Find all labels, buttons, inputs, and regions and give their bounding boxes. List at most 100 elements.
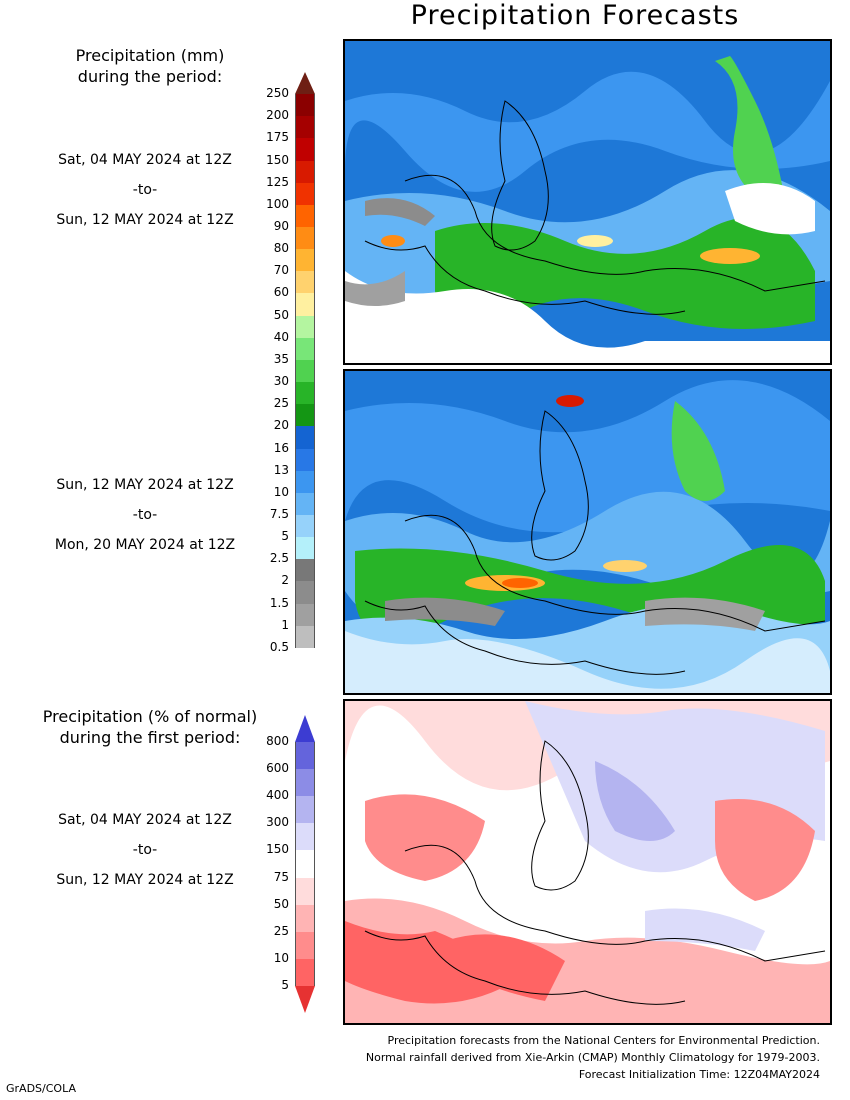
precip-colorbar-tick-label: 70 (273, 263, 289, 278)
precip-colorbar-segment (295, 559, 315, 582)
precip-colorbar-segment (295, 204, 315, 228)
anomaly-colorbar-tick-label: 75 (273, 869, 289, 884)
precip-colorbar-segment (295, 160, 315, 183)
anomaly-colorbar-tick-label: 10 (273, 950, 289, 965)
anomaly-colorbar-segment (295, 931, 315, 959)
precip-colorbar-segment (295, 359, 315, 383)
anomaly-colorbar-segment (295, 715, 315, 743)
precip-colorbar-tick-label: 5 (281, 529, 289, 544)
anomaly-colorbar-segment (295, 877, 315, 905)
precip-legend-heading-line1: Precipitation (mm) (75, 46, 225, 65)
credits-line3: Forecast Initialization Time: 12Z04MAY20… (578, 1068, 820, 1081)
credits-line1: Precipitation forecasts from the Nationa… (387, 1034, 821, 1047)
anomaly-colorbar-tick-label: 25 (273, 923, 289, 938)
period2-start: Sun, 12 MAY 2024 at 12Z (56, 477, 234, 493)
precip-colorbar-tick-label: 150 (266, 152, 289, 167)
precip-colorbar-tick-label: 60 (273, 285, 289, 300)
period1-start: Sat, 04 MAY 2024 at 12Z (58, 152, 232, 168)
precip-colorbar-tick-label: 16 (273, 440, 289, 455)
anomaly-colorbar-segment (295, 742, 315, 770)
precip-colorbar-tick-label: 1 (281, 617, 289, 632)
precip-colorbar-tick-label: 20 (273, 418, 289, 433)
precip-colorbar-tick-label: 25 (273, 396, 289, 411)
precip-colorbar-tick-label: 175 (266, 130, 289, 145)
precip-colorbar-tick-label: 250 (266, 86, 289, 101)
anomaly-colorbar-tick-label: 300 (266, 815, 289, 830)
page-title: Precipitation Forecasts (410, 0, 740, 31)
credits: Precipitation forecasts from the Nationa… (366, 1032, 820, 1083)
precip-colorbar-segment (295, 271, 315, 294)
precip-colorbar-tick-label: 7.5 (269, 506, 289, 521)
precip-colorbar-tick-label: 200 (266, 108, 289, 123)
precip-colorbar-tick-label: 13 (273, 462, 289, 477)
precip-colorbar-tick-label: 30 (273, 374, 289, 389)
precip-colorbar-segment (295, 227, 315, 250)
precip-colorbar-tick-label: 125 (266, 174, 289, 189)
precip-colorbar-tick-label: 80 (273, 241, 289, 256)
precip-colorbar: 250 200 175 150 125 100 90 80 70 60 50 40 35 30 25 20 16… (266, 72, 315, 670)
precip-colorbar-segment (295, 249, 315, 272)
anomaly-colorbar-segment (295, 823, 315, 851)
precip-colorbar-segment (295, 625, 315, 648)
anomaly-colorbar-segment (295, 958, 315, 986)
precip-colorbar-segment (295, 537, 315, 560)
anomaly-legend-heading-line1: Precipitation (% of normal) (42, 707, 258, 726)
period3-to: -to- (132, 842, 158, 858)
precip-colorbar-tick-label: 90 (273, 219, 289, 234)
precip-colorbar-segment (295, 581, 315, 604)
precip-colorbar-tick-label: 0.5 (269, 639, 289, 654)
period2-to: -to- (132, 507, 158, 523)
precip-map-period1-graphic (345, 41, 830, 363)
grads-footer: GrADS/COLA (6, 1082, 76, 1095)
precip-colorbar-segment (295, 138, 315, 161)
anomaly-colorbar: 800 600 400 300 150 75 50 25 10 5 (266, 715, 315, 1013)
anomaly-colorbar-tick-label: 150 (266, 842, 289, 857)
precip-colorbar-segment (295, 514, 315, 538)
anomaly-colorbar-segment (295, 985, 315, 1013)
precip-colorbar-tick-label: 100 (266, 196, 289, 211)
precip-colorbar-segment (295, 647, 315, 670)
period1-to: -to- (132, 182, 158, 198)
precip-colorbar-segment (295, 603, 315, 626)
period3-start: Sat, 04 MAY 2024 at 12Z (58, 812, 232, 828)
precip-anomaly-map-graphic (345, 701, 830, 1023)
precip-colorbar-tick-label: 50 (273, 307, 289, 322)
precip-anomaly-map (343, 699, 832, 1025)
precip-colorbar-segment (295, 94, 315, 117)
precip-colorbar-segment (295, 116, 315, 139)
anomaly-colorbar-tick-label: 50 (273, 896, 289, 911)
precip-colorbar-tick-label: 2 (281, 573, 289, 588)
precip-map-period2-graphic (345, 371, 830, 693)
anomaly-colorbar-tick-label: 800 (266, 734, 289, 749)
precip-map-period2 (343, 369, 832, 695)
anomaly-colorbar-tick-label: 5 (281, 977, 289, 992)
precip-colorbar-segment (295, 404, 315, 427)
precip-legend-heading-line2: during the period: (77, 67, 223, 86)
precip-colorbar-segment (295, 492, 315, 515)
precip-colorbar-tick-label: 2.5 (269, 551, 289, 566)
precip-colorbar-segment (295, 293, 315, 316)
precip-colorbar-segment (295, 182, 315, 205)
precip-map-period1 (343, 39, 832, 365)
anomaly-colorbar-segment (295, 850, 315, 878)
period2-end: Mon, 20 MAY 2024 at 12Z (54, 537, 236, 553)
anomaly-colorbar-segment (295, 796, 315, 824)
credits-line2: Normal rainfall derived from Xie-Arkin (… (365, 1051, 820, 1064)
precip-colorbar-segment (295, 470, 315, 493)
anomaly-colorbar-segment (295, 904, 315, 932)
precip-colorbar-tick-label: 1.5 (269, 595, 289, 610)
period3-end: Sun, 12 MAY 2024 at 12Z (56, 872, 234, 888)
anomaly-colorbar-tick-label: 400 (266, 788, 289, 803)
precip-colorbar-segment (295, 337, 315, 360)
precip-colorbar-segment (295, 448, 315, 471)
period1-end: Sun, 12 MAY 2024 at 12Z (56, 212, 234, 228)
anomaly-colorbar-tick-label: 600 (266, 761, 289, 776)
precip-legend-heading: Precipitation (mm) during the period: (0, 45, 300, 87)
precip-colorbar-tick-label: 35 (273, 351, 289, 366)
precip-colorbar-segment (295, 382, 315, 405)
precip-colorbar-segment (295, 72, 315, 95)
anomaly-legend-heading-line2: during the first period: (59, 728, 241, 747)
precip-colorbar-segment (295, 315, 315, 338)
anomaly-legend-heading: Precipitation (% of normal) during the f… (0, 706, 300, 748)
precip-colorbar-segment (295, 426, 315, 449)
